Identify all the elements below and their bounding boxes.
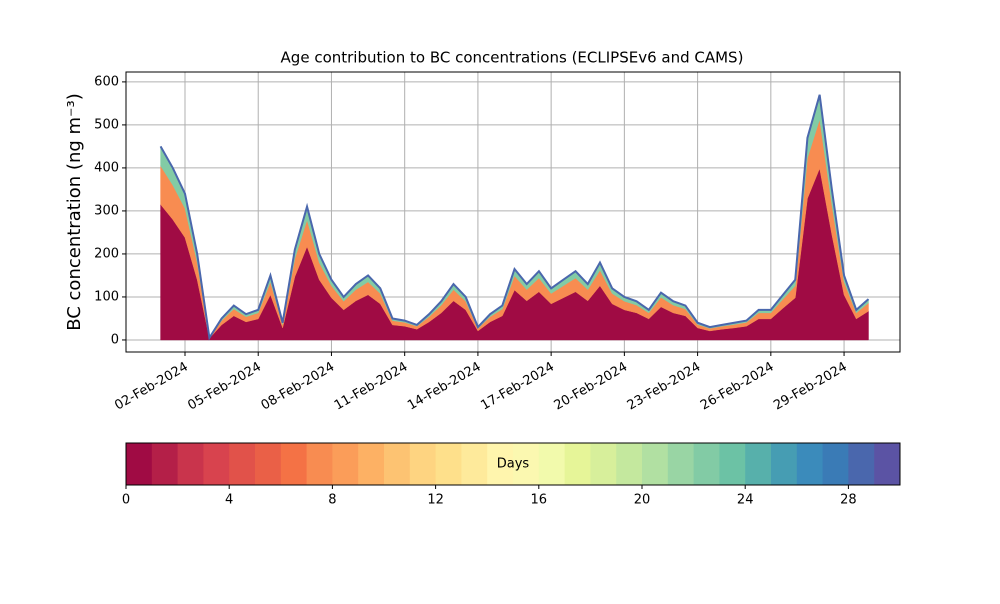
colorbar-swatch bbox=[306, 443, 333, 485]
colorbar-tick-label: 16 bbox=[531, 493, 548, 508]
colorbar-tick-label: 12 bbox=[427, 493, 444, 508]
colorbar-swatch bbox=[126, 443, 153, 485]
colorbar-swatch bbox=[487, 443, 514, 485]
colorbar-swatch bbox=[203, 443, 230, 485]
colorbar-swatch bbox=[461, 443, 488, 485]
colorbar-swatch bbox=[822, 443, 849, 485]
colorbar-swatch bbox=[667, 443, 695, 485]
colorbar-swatch bbox=[564, 443, 591, 485]
colorbar-swatch bbox=[409, 443, 437, 485]
colorbar-tick-label: 24 bbox=[737, 493, 754, 508]
colorbar-swatch bbox=[848, 443, 875, 485]
x-tick-label: 29-Feb-2024 bbox=[771, 360, 850, 414]
colorbar-swatch bbox=[616, 443, 643, 485]
colorbar-swatch bbox=[745, 443, 772, 485]
colorbar-swatch bbox=[358, 443, 385, 485]
colorbar-swatch bbox=[151, 443, 179, 485]
x-tick-label: 20-Feb-2024 bbox=[552, 360, 631, 414]
colorbar-label: Days bbox=[497, 457, 530, 472]
colorbar-swatch bbox=[538, 443, 566, 485]
colorbar-swatch bbox=[280, 443, 308, 485]
colorbar-swatch bbox=[513, 443, 540, 485]
x-tick-label: 23-Feb-2024 bbox=[625, 360, 704, 414]
x-tick-label: 02-Feb-2024 bbox=[112, 360, 191, 414]
x-tick-label: 14-Feb-2024 bbox=[405, 360, 484, 414]
colorbar-swatch bbox=[590, 443, 617, 485]
colorbar-swatch bbox=[796, 443, 824, 485]
colorbar-swatch bbox=[874, 443, 901, 485]
y-tick-label: 600 bbox=[94, 74, 119, 89]
colorbar-tick-label: 8 bbox=[328, 493, 336, 508]
x-tick-label: 26-Feb-2024 bbox=[698, 360, 777, 414]
y-axis-label: BC concentration (ng m⁻³) bbox=[64, 93, 85, 331]
colorbar-swatch bbox=[435, 443, 462, 485]
colorbar-swatch bbox=[255, 443, 282, 485]
x-tick-label: 17-Feb-2024 bbox=[478, 360, 557, 414]
colorbar-tick-label: 28 bbox=[840, 493, 857, 508]
colorbar-swatch bbox=[693, 443, 720, 485]
x-tick-label: 05-Feb-2024 bbox=[185, 360, 264, 414]
plot-frame bbox=[125, 71, 901, 353]
outline bbox=[159, 94, 870, 341]
y-tick-label: 100 bbox=[94, 289, 119, 304]
colorbar-tick-label: 0 bbox=[122, 493, 130, 508]
colorbar-swatch bbox=[771, 443, 798, 485]
colorbar-swatch bbox=[719, 443, 746, 485]
colorbar-frame bbox=[125, 442, 901, 486]
x-tick-label: 11-Feb-2024 bbox=[332, 360, 411, 414]
colorbar-swatch bbox=[642, 443, 669, 485]
y-tick-label: 0 bbox=[111, 332, 119, 347]
x-tick-label: 08-Feb-2024 bbox=[259, 360, 338, 414]
y-tick-label: 400 bbox=[94, 160, 119, 175]
colorbar-swatch bbox=[177, 443, 204, 485]
y-tick-label: 300 bbox=[94, 203, 119, 218]
colorbar-swatch bbox=[332, 443, 359, 485]
chart-title: Age contribution to BC concentrations (E… bbox=[281, 49, 744, 67]
colorbar-swatch bbox=[229, 443, 256, 485]
colorbar-tick-label: 4 bbox=[225, 493, 233, 508]
y-tick-label: 500 bbox=[94, 117, 119, 132]
colorbar-tick-label: 20 bbox=[634, 493, 651, 508]
colorbar-swatch bbox=[384, 443, 411, 485]
y-tick-label: 200 bbox=[94, 246, 119, 261]
areas bbox=[159, 94, 870, 341]
